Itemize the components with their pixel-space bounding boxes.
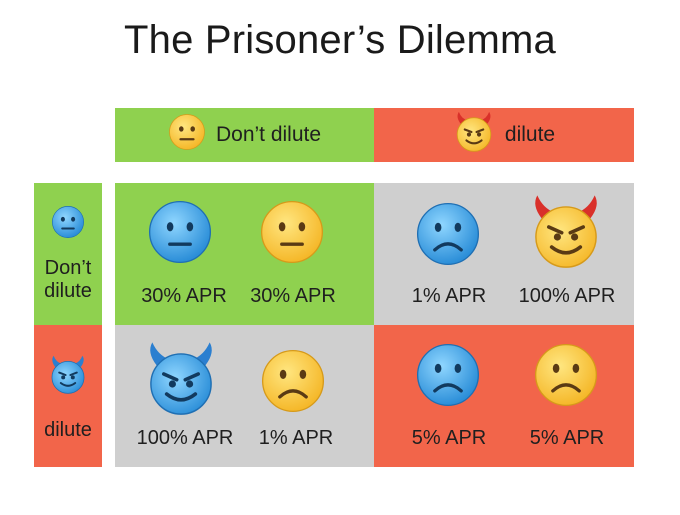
row-player-payoff: 1% APR [411,285,487,307]
frowning-face-icon [260,348,326,414]
column-player-payoff: 5% APR [529,427,605,449]
row-header-dont-dilute: Don’t dilute [34,183,102,325]
column-header-dilute: dilute [374,108,634,162]
column-player-payoff: 1% APR [258,427,334,449]
neutral-face-icon [259,199,325,265]
blue-neutral-face-icon [51,205,85,245]
frowning-face-icon [533,342,599,408]
blue-neutral-face-icon [147,199,213,265]
blue-frowning-face-icon [415,342,481,408]
column-player-payoff: 100% APR [518,285,616,307]
row-player-payoff: 5% APR [411,427,487,449]
row-header-label-line2: dilute [44,280,92,302]
neutral-face-icon [168,113,206,157]
page-title: The Prisoner’s Dilemma [124,18,556,62]
blue-frowning-face-icon [415,201,481,267]
smiling-devil-icon [453,111,495,159]
row-header-dilute: dilute [34,325,102,467]
column-header-label: Don’t dilute [215,123,322,146]
row-player-payoff: 100% APR [136,427,234,449]
column-header-dont-dilute: Don’t dilute [115,108,374,162]
blue-devil-icon [145,341,217,417]
column-header-label: dilute [504,123,556,146]
cell-dilute-dilute [374,325,634,467]
row-header-label: dilute [44,419,92,441]
column-player-payoff: 30% APR [250,285,336,307]
smiling-devil-icon [530,194,602,270]
row-header-label-line1: Don’t [44,257,92,279]
blue-devil-icon [48,355,88,401]
row-player-payoff: 30% APR [141,285,227,307]
